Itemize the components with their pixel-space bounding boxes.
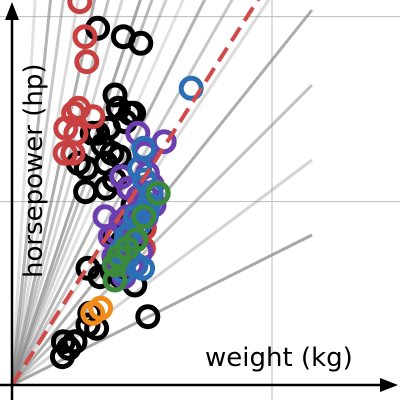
ratio-line (10, 0, 207, 386)
data-point-green (145, 180, 171, 206)
data-point-red (67, 0, 93, 15)
data-point-red (74, 49, 100, 75)
ratio-line (10, 0, 168, 386)
ratio-line (10, 0, 234, 386)
ratio-line (10, 83, 314, 387)
fit-line-group (10, 0, 261, 387)
data-point-red (60, 140, 86, 166)
ratio-line (10, 0, 154, 386)
data-point-black (135, 304, 161, 330)
ratio-line (10, 0, 185, 386)
data-point-green (101, 252, 127, 278)
x-axis-label: weight (kg) (205, 343, 353, 373)
data-point-red (52, 140, 78, 166)
x-axis-arrow-icon (380, 378, 398, 392)
data-point-black (102, 82, 128, 108)
fit-line (10, 0, 261, 387)
ratio-line (10, 0, 142, 386)
data-point-blue (131, 167, 157, 193)
data-point-red (80, 104, 106, 130)
data-point-orange (88, 295, 114, 321)
data-points (49, 0, 204, 370)
data-point-black (49, 344, 75, 370)
ratio-line (10, 0, 124, 386)
ratio-line (10, 0, 80, 386)
data-point-green (131, 204, 157, 230)
ratio-line (10, 0, 271, 386)
data-point-red (72, 24, 98, 50)
data-point-black (73, 155, 99, 181)
ratio-line (11, 233, 313, 387)
y-axis-arrow-icon (5, 2, 19, 20)
data-point-green (102, 267, 128, 293)
y-axis-label: horsepower (hp) (19, 63, 49, 278)
data-point-blue (127, 155, 153, 181)
ratio-line (10, 0, 110, 386)
ratio-line (10, 0, 65, 386)
data-point-black (128, 30, 154, 56)
